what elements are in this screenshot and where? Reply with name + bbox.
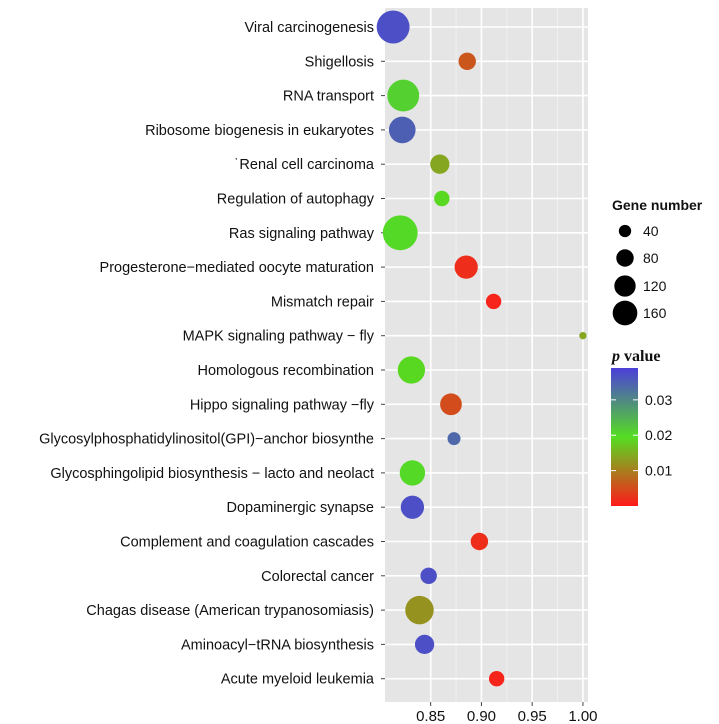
size-legend-label: 40 [643, 223, 659, 239]
category-label: Regulation of autophagy [217, 192, 375, 208]
plot-panel [385, 8, 588, 702]
data-point [454, 255, 478, 279]
data-point [430, 154, 450, 174]
size-legend-label: 120 [643, 278, 667, 294]
x-tick-labels: 0.85 0.90 0.95 1.00 [416, 708, 597, 724]
data-point [387, 79, 420, 112]
data-point [485, 293, 502, 310]
data-point [488, 671, 505, 687]
size-legend-key [612, 300, 638, 326]
data-point [405, 595, 434, 625]
category-label: Aminoacyl−tRNA biosynthesis [181, 637, 374, 653]
data-point [420, 567, 437, 585]
category-label: Ras signaling pathway [229, 226, 375, 242]
category-label: Progesterone−mediated oocyte maturation [100, 260, 374, 276]
data-points [376, 10, 587, 687]
color-legend: p value 0.01 0.02 0.03 [610, 348, 672, 506]
x-tick-label: 1.00 [568, 708, 597, 724]
x-tick-label: 0.95 [518, 708, 547, 724]
category-labels: Viral carcinogenesis Shigellosis RNA trans… [39, 20, 375, 688]
size-legend-key [616, 249, 634, 267]
data-point [399, 460, 426, 486]
data-point [458, 52, 476, 71]
category-label: Glycosylphosphatidylinositol(GPI)−anchor… [39, 432, 374, 448]
category-label: Chagas disease (American trypanosomiasis… [86, 603, 374, 619]
category-label: MAPK signaling pathway − fly [183, 329, 375, 345]
color-legend-label: 0.02 [645, 427, 672, 443]
data-point [388, 116, 416, 144]
category-label: Glycosphingolipid biosynthesis − lacto a… [50, 466, 374, 482]
size-legend-title: Gene number [612, 197, 703, 213]
size-legend-label: 80 [643, 250, 659, 266]
x-tick-label: 0.85 [416, 708, 445, 724]
category-label: Shigellosis [305, 54, 374, 70]
size-legend-label: 160 [643, 305, 667, 321]
data-point [397, 356, 426, 384]
x-tick-label: 0.90 [467, 708, 496, 724]
category-label: Acute myeloid leukemia [221, 672, 375, 688]
data-point [382, 215, 418, 251]
category-label: Ribosome biogenesis in eukaryotes [145, 123, 374, 139]
data-point [434, 190, 450, 207]
color-legend-title: p value [610, 348, 660, 365]
color-bar [611, 368, 638, 506]
data-point [414, 634, 435, 655]
color-legend-title-symbol: p [610, 348, 620, 365]
data-point [400, 495, 425, 519]
data-point [470, 532, 489, 551]
category-label: Viral carcinogenesis [245, 20, 375, 36]
category-label: Hippo signaling pathway −fly [190, 397, 375, 413]
category-label: Colorectal cancer [261, 569, 374, 585]
data-point [447, 432, 461, 446]
data-point [440, 393, 462, 416]
size-legend-key [614, 275, 636, 297]
size-legend: Gene number 40 80 120 160 [612, 197, 703, 326]
size-legend-key [618, 224, 632, 238]
category-label: Homologous recombination [197, 363, 374, 379]
category-label: RNA transport [283, 89, 374, 105]
category-label: Mismatch repair [271, 294, 374, 310]
data-point [579, 332, 587, 340]
category-label: Dopaminergic synapse [227, 500, 375, 516]
category-label: ˙Renal cell carcinoma [235, 157, 375, 173]
data-point [376, 10, 410, 44]
color-legend-label: 0.03 [645, 392, 672, 408]
color-legend-label: 0.01 [645, 463, 672, 479]
color-legend-title-text: value [620, 348, 660, 365]
grid-lines [385, 8, 588, 702]
category-label: Complement and coagulation cascades [120, 535, 374, 551]
